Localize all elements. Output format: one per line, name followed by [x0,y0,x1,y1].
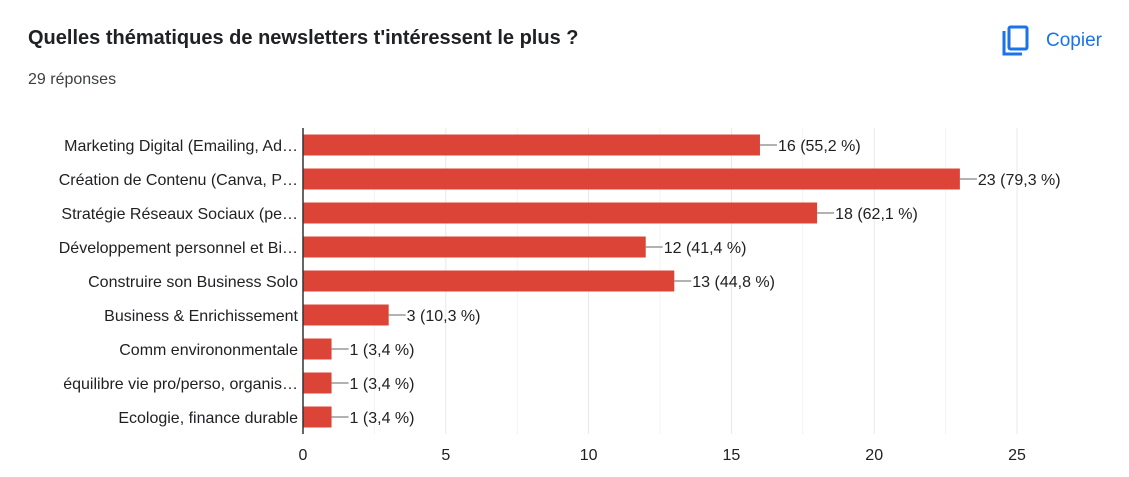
data-label: 16 (55,2 %) [778,138,861,155]
x-tick-label: 25 [1008,447,1026,464]
bar-6 [303,338,332,360]
data-label: 13 (44,8 %) [692,274,775,291]
category-label: Comm environonmentale [119,342,298,359]
category-label: Développement personnel et Bi… [59,240,298,257]
x-tick-label: 5 [441,447,450,464]
bar-2 [303,202,818,224]
bar-8 [303,406,332,428]
x-tick-label: 15 [723,447,741,464]
bar-5 [303,304,389,326]
x-tick-label: 20 [865,447,883,464]
category-label: équilibre vie pro/perso, organis… [63,376,298,393]
bar-1 [303,168,960,190]
chart-header: Quelles thématiques de newsletters t'int… [28,25,1108,95]
category-label: Business & Enrichissement [104,308,298,325]
category-label: Ecologie, finance durable [118,410,298,427]
bar-0 [303,134,760,156]
category-label: Stratégie Réseaux Sociaux (pe… [61,206,298,223]
bar-7 [303,372,332,394]
response-count: 29 réponses [28,71,117,88]
question-title: Quelles thématiques de newsletters t'int… [28,27,579,49]
copy-icon [1002,25,1029,56]
copy-label: Copier [1046,30,1102,51]
data-label: 1 (3,4 %) [350,342,415,359]
x-tick-label: 0 [299,447,308,464]
data-label: 3 (10,3 %) [407,308,481,325]
bar-chart: Marketing Digital (Emailing, Ad… 16 (55,2… [59,128,1061,464]
data-label: 23 (79,3 %) [978,172,1061,189]
category-label: Création de Contenu (Canva, P… [59,172,298,189]
data-label: 12 (41,4 %) [664,240,747,257]
category-label: Construire son Business Solo [88,274,298,291]
data-label: 18 (62,1 %) [835,206,918,223]
bar-3 [303,236,646,258]
x-tick-label: 10 [580,447,598,464]
bar-4 [303,270,675,292]
data-label: 1 (3,4 %) [350,410,415,427]
data-label: 1 (3,4 %) [350,376,415,393]
copy-button[interactable]: Copier [1000,25,1102,57]
category-label: Marketing Digital (Emailing, Ad… [64,138,298,155]
